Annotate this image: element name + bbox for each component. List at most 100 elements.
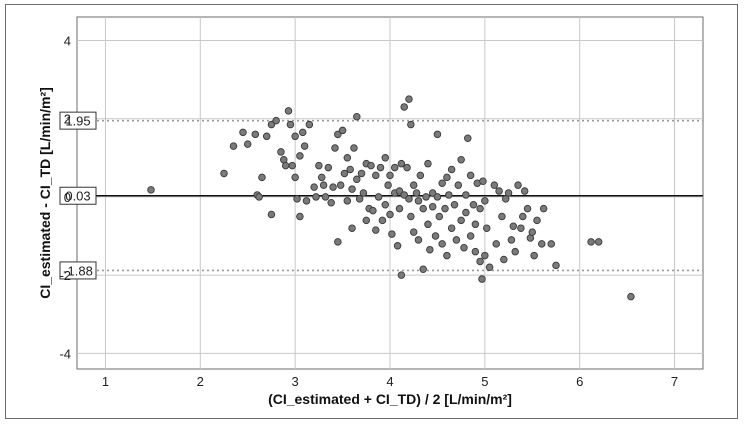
data-point <box>288 161 297 170</box>
data-point <box>481 197 489 205</box>
data-point <box>433 130 442 139</box>
reference-line-label: 1.95 <box>65 114 90 129</box>
data-point <box>305 120 314 129</box>
data-point <box>284 107 293 115</box>
data-point <box>296 212 304 221</box>
x-tick-label: 3 <box>292 374 299 389</box>
data-point <box>454 181 463 189</box>
data-point <box>498 212 506 221</box>
data-point <box>447 224 456 232</box>
data-point <box>251 130 260 139</box>
data-point <box>384 181 392 189</box>
data-point <box>509 222 518 230</box>
data-point <box>324 163 333 172</box>
data-point <box>476 257 484 266</box>
data-point <box>435 212 444 221</box>
data-point <box>409 228 418 236</box>
data-point <box>255 193 263 201</box>
data-point <box>346 165 354 174</box>
data-point <box>433 193 442 201</box>
data-point <box>353 175 361 184</box>
data-point <box>267 120 276 129</box>
data-point <box>403 163 411 172</box>
data-point <box>476 204 484 213</box>
data-point <box>519 212 527 221</box>
data-point <box>539 204 548 213</box>
data-point <box>517 224 525 232</box>
data-point <box>336 181 345 189</box>
data-point <box>353 112 361 121</box>
data-point <box>343 197 352 205</box>
data-point <box>340 169 349 178</box>
data-point <box>376 163 385 172</box>
data-point <box>414 197 423 205</box>
data-point <box>390 163 399 172</box>
data-point <box>312 193 320 201</box>
y-tick-label: 0 <box>64 190 71 205</box>
data-point <box>239 128 247 137</box>
data-point <box>327 199 335 207</box>
x-tick-label: 2 <box>197 374 204 389</box>
data-point <box>426 245 434 254</box>
data-point <box>386 210 394 219</box>
reference-lines: 1.95 0.03 -1.88 <box>59 111 703 280</box>
data-point <box>277 148 285 156</box>
data-point <box>296 152 304 160</box>
data-point <box>310 183 318 191</box>
data-point <box>388 230 396 238</box>
data-point <box>500 255 508 264</box>
y-tick-label: -2 <box>59 268 71 283</box>
data-point <box>229 142 238 150</box>
data-point <box>547 240 555 248</box>
data-point <box>317 173 326 182</box>
data-point <box>466 171 475 180</box>
data-point <box>281 161 290 170</box>
data-point <box>357 169 366 178</box>
reference-line-label: -1.88 <box>63 263 93 278</box>
data-point <box>462 208 470 217</box>
data-point <box>405 195 413 203</box>
data-point <box>520 187 529 195</box>
data-point <box>343 154 352 162</box>
data-point <box>407 120 415 129</box>
data-point <box>528 228 537 236</box>
data-point <box>552 261 560 270</box>
data-point <box>321 193 330 201</box>
data-point <box>372 171 380 180</box>
data-point <box>447 165 456 174</box>
data-point <box>372 226 380 234</box>
data-point <box>359 189 368 197</box>
data-point <box>331 144 339 152</box>
data-point <box>319 181 328 189</box>
data-point <box>334 130 342 139</box>
data-point <box>414 236 423 244</box>
data-point <box>452 236 461 244</box>
data-point <box>428 189 437 197</box>
data-point <box>457 216 465 225</box>
data-point <box>262 132 271 141</box>
data-point <box>419 265 427 274</box>
data-point <box>272 116 280 125</box>
data-point <box>538 240 546 248</box>
data-point <box>469 200 478 209</box>
data-point <box>481 251 489 260</box>
data-point <box>485 263 494 272</box>
data-point <box>504 189 513 197</box>
data-point <box>378 216 387 225</box>
data-point <box>482 224 491 232</box>
data-point <box>405 95 413 103</box>
x-tick-label: 1 <box>102 374 109 389</box>
data-point <box>492 240 500 248</box>
data-point <box>291 132 299 141</box>
data-point <box>300 142 309 150</box>
reference-label-box <box>59 111 97 130</box>
data-point <box>397 271 406 279</box>
x-axis-label: (CI_estimated + CI_TD) / 2 [L/min/m²] <box>268 391 512 407</box>
data-point <box>514 181 522 189</box>
data-point <box>501 195 510 203</box>
data-point <box>471 247 480 256</box>
data-point <box>466 232 475 240</box>
data-point <box>424 220 432 229</box>
data-point <box>507 236 516 244</box>
data-points <box>147 95 635 301</box>
